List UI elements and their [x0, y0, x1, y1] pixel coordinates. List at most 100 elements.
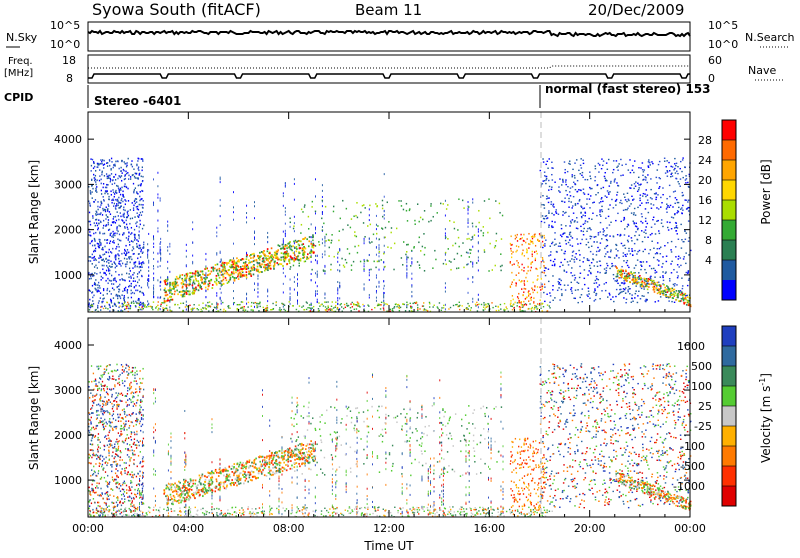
- power-echo: [298, 252, 300, 254]
- power-echo: [219, 282, 221, 284]
- power-echo: [141, 292, 142, 294]
- power-echo: [551, 189, 553, 190]
- power-echo: [524, 280, 525, 282]
- power-echo: [103, 259, 104, 261]
- nsearch-tick-high: 10^5: [708, 19, 738, 32]
- power-echo: [635, 181, 637, 182]
- power-echo: [542, 215, 544, 216]
- power-echo: [648, 161, 650, 162]
- power-echo: [123, 215, 124, 217]
- velocity-echo: [121, 498, 122, 500]
- power-echo: [628, 272, 630, 274]
- power-echo: [584, 207, 586, 208]
- power-echo: [544, 284, 545, 286]
- power-echo: [141, 175, 142, 177]
- power-echo: [671, 228, 673, 229]
- power-echo: [116, 281, 117, 283]
- power-echo: [552, 300, 554, 301]
- power-echo: [111, 158, 112, 160]
- power-echo: [135, 203, 136, 205]
- power-echo: [449, 220, 450, 222]
- power-echo: [133, 277, 134, 279]
- power-echo: [103, 227, 104, 229]
- power-echo: [635, 278, 637, 280]
- power-echo: [685, 182, 687, 183]
- power-echo: [637, 302, 639, 303]
- power-echo: [534, 305, 535, 307]
- velocity-echo: [129, 486, 130, 488]
- power-echo: [357, 252, 358, 254]
- power-echo: [106, 270, 107, 272]
- power-echo: [296, 248, 298, 250]
- power-echo: [89, 278, 90, 280]
- power-echo: [107, 259, 108, 261]
- power-colorbar-label: 28: [698, 134, 712, 147]
- power-echo: [598, 171, 600, 172]
- power-echo: [324, 236, 325, 238]
- power-echo: [512, 251, 513, 253]
- power-echo: [627, 208, 629, 209]
- power-echo: [157, 210, 158, 212]
- velocity-echo: [117, 443, 118, 445]
- power-echo: [573, 182, 575, 183]
- power-echo: [441, 310, 442, 311]
- power-echo: [572, 237, 574, 238]
- power-echo: [439, 302, 440, 303]
- power-echo: [245, 275, 247, 277]
- power-echo: [527, 238, 528, 240]
- power-echo: [631, 273, 633, 275]
- power-echo: [521, 264, 522, 266]
- power-echo: [631, 250, 633, 251]
- power-echo: [309, 307, 310, 308]
- power-echo: [139, 271, 140, 273]
- power-echo: [94, 272, 95, 274]
- power-echo: [686, 272, 688, 273]
- power-echo: [124, 290, 125, 292]
- power-echo: [596, 278, 598, 279]
- power-echo: [221, 280, 222, 282]
- power-echo: [160, 238, 161, 240]
- power-echo: [660, 197, 662, 198]
- power-echo: [588, 270, 590, 271]
- power-echo: [424, 254, 425, 256]
- power-echo: [381, 302, 382, 303]
- power-echo: [601, 168, 603, 169]
- power-echo: [299, 265, 300, 267]
- power-echo: [283, 291, 284, 293]
- power-echo: [283, 242, 284, 244]
- power-echo: [609, 191, 611, 192]
- power-echo: [248, 259, 250, 261]
- power-echo: [164, 298, 166, 300]
- power-echo: [380, 308, 381, 309]
- power-echo: [91, 191, 92, 193]
- power-echo: [518, 272, 519, 274]
- power-echo: [666, 256, 668, 257]
- power-echo: [633, 221, 635, 222]
- velocity-echo: [130, 382, 131, 384]
- power-echo: [665, 271, 667, 272]
- power-echo: [358, 245, 359, 247]
- power-echo: [117, 298, 118, 300]
- power-echo: [134, 266, 135, 268]
- power-echo: [617, 273, 619, 275]
- power-echo: [605, 253, 607, 254]
- power-echo: [542, 236, 544, 237]
- velocity-echo: [105, 471, 106, 473]
- power-echo: [237, 304, 238, 305]
- power-echo: [137, 246, 138, 248]
- power-echo: [406, 203, 407, 205]
- power-echo: [623, 280, 625, 281]
- power-echo: [101, 193, 102, 195]
- power-echo: [90, 305, 91, 306]
- power-echo: [128, 158, 129, 160]
- power-echo: [586, 244, 588, 245]
- power-echo: [546, 198, 548, 199]
- power-echo: [403, 209, 404, 211]
- power-echo: [121, 274, 122, 276]
- power-echo: [599, 202, 601, 203]
- power-echo: [526, 297, 527, 299]
- power-echo: [280, 257, 282, 259]
- power-echo: [114, 277, 115, 279]
- power-echo: [580, 158, 582, 159]
- power-echo: [565, 179, 567, 180]
